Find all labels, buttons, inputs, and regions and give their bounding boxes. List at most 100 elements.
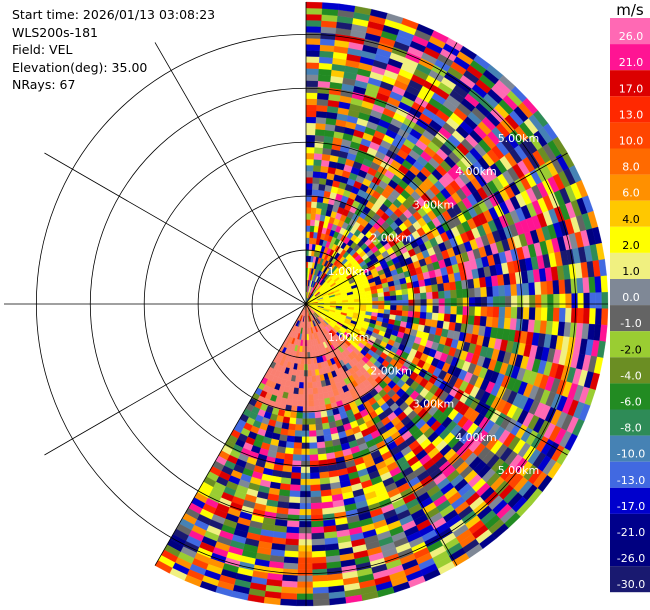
velocity-gate [485,316,493,328]
velocity-gate [390,295,397,301]
velocity-gate [468,297,476,307]
azimuth-spoke [44,152,307,305]
velocity-gate [390,305,397,311]
velocity-gate [449,281,457,291]
velocity-gate [431,312,439,321]
velocity-gate [547,294,554,309]
velocity-gate [317,386,324,394]
velocity-gate [299,515,312,522]
velocity-gate [595,292,603,309]
velocity-gate [535,294,542,308]
velocity-gate [282,568,298,576]
velocity-gate [601,292,609,309]
velocity-gate [383,291,391,297]
velocity-gate [402,299,409,306]
velocity-gate [305,26,322,33]
velocity-gate [305,225,311,232]
velocity-gate [347,299,355,303]
colorbar-tick-label: -8.0 [620,422,641,435]
velocity-gate [295,418,303,425]
colorbar-tick-label: 26.0 [619,30,644,43]
velocity-gate [298,533,312,540]
velocity-gate [444,298,452,307]
velocity-gate [455,280,463,291]
velocity-gate [311,538,326,546]
velocity-gate [455,314,463,324]
velocity-gate [523,295,530,308]
velocity-gate [305,122,317,130]
velocity-gate [438,305,446,314]
velocity-gate [310,213,317,221]
colorbar-tick-label: 10.0 [619,135,644,148]
velocity-gate [577,292,584,309]
colorbar-tick-label: 6.0 [622,187,640,200]
velocity-gate [305,110,317,118]
velocity-gate [299,490,311,498]
velocity-gate [456,306,464,316]
velocity-gate [310,207,317,215]
velocity-gate [313,399,320,407]
velocity-gate [594,276,602,293]
velocity-gate [426,298,433,307]
velocity-gate [534,307,542,321]
velocity-gate [305,237,310,244]
velocity-gate [486,306,494,318]
velocity-gate [314,134,325,143]
velocity-gate [308,400,315,407]
velocity-gate [309,466,320,474]
velocity-gate [425,312,433,320]
velocity-gate [281,580,298,588]
velocity-gate [310,514,324,522]
velocity-gate [284,550,299,558]
velocity-gate [432,298,440,307]
velocity-gate [301,436,310,444]
velocity-gate [305,146,315,154]
velocity-gate [308,436,317,444]
velocity-gate [316,435,325,443]
velocity-gate [450,289,458,299]
velocity-gate [595,308,603,325]
range-ring-label: 5.00km [498,132,540,145]
velocity-gate [601,308,609,326]
velocity-gate [312,580,329,588]
velocity-gate [318,183,326,191]
velocity-gate [312,592,330,601]
velocity-gate [510,284,518,297]
velocity-gate [307,388,314,395]
velocity-gate [292,393,299,401]
velocity-gate [305,44,321,51]
velocity-gate [420,292,427,300]
velocity-gate [297,569,313,576]
velocity-gate [305,98,318,106]
velocity-gate [546,307,554,322]
velocity-gate [305,62,320,69]
velocity-gate [444,306,452,315]
range-ring-label: 1.00km [328,331,370,344]
velocity-gate [378,300,385,306]
velocity-gate [312,393,319,401]
velocity-gate [552,307,560,322]
velocity-gate [312,586,329,594]
velocity-gate [571,293,578,309]
velocity-gate [309,454,319,462]
velocity-gate [288,496,301,504]
velocity-gate [297,563,313,570]
colorbar-tick-label: 21.0 [619,56,644,69]
velocity-gate [293,436,302,444]
velocity-gate [389,290,397,297]
velocity-gate [443,313,451,323]
velocity-gate [299,509,312,516]
velocity-gate [321,416,329,424]
velocity-gate [318,62,333,70]
velocity-gate [437,313,445,322]
velocity-gate [289,490,301,498]
velocity-gate [522,282,530,296]
colorbar-tick-label: 13.0 [619,108,644,121]
velocity-gate [420,305,427,313]
velocity-gate [438,290,445,299]
velocity-gate [492,285,500,297]
colorbar-tick-label: 0.0 [622,291,640,304]
velocity-gate [322,2,340,10]
velocity-gate [505,295,512,308]
velocity-gate [310,363,315,371]
